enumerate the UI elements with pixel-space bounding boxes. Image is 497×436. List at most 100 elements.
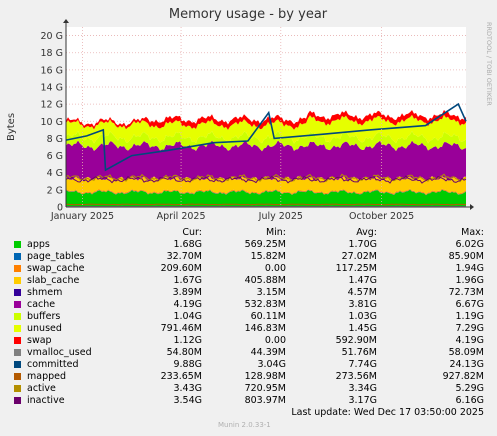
legend-row-cache: cache 4.19G 532.83M 3.81G 6.67G: [0, 299, 497, 311]
memory-chart: Memory usage - by year Bytes RRDTOOL / T…: [6, 7, 493, 222]
legend-swatch: [14, 337, 21, 344]
x-tick-label: October 2025: [349, 211, 414, 222]
legend-max: 927.82M: [442, 371, 484, 382]
legend-cur: 4.19G: [173, 299, 202, 310]
area-apps: [66, 189, 466, 207]
y-tick-label: 14 G: [41, 83, 63, 94]
legend-row-slab-cache: slab_cache 1.67G 405.88M 1.47G 1.96G: [0, 275, 497, 287]
legend-max: 6.67G: [455, 299, 484, 310]
legend-name: cache: [27, 299, 56, 310]
legend-row-apps: apps 1.68G 569.25M 1.70G 6.02G: [0, 239, 497, 251]
header-avg: Avg:: [356, 227, 377, 238]
legend-name: buffers: [27, 311, 61, 322]
legend-name: committed: [27, 359, 79, 370]
legend-cur: 3.54G: [173, 395, 202, 406]
legend-min: 3.04G: [257, 359, 286, 370]
legend-row-swap: swap 1.12G 0.00 592.90M 4.19G: [0, 335, 497, 347]
area-slab-cache: [66, 176, 466, 195]
x-axis-arrow: [470, 204, 474, 210]
legend-avg: 117.25M: [335, 263, 377, 274]
legend-name: swap_cache: [27, 263, 85, 274]
legend-swatch: [14, 253, 21, 260]
legend-min: 803.97M: [244, 395, 286, 406]
y-tick-label: 6 G: [47, 151, 63, 162]
legend-swatch: [14, 289, 21, 296]
legend-min: 44.39M: [250, 347, 286, 358]
legend-avg: 1.47G: [348, 275, 377, 286]
y-tick-label: 10 G: [41, 117, 63, 128]
legend-row-swap-cache: swap_cache 209.60M 0.00 117.25M 1.94G: [0, 263, 497, 275]
x-tick-label: January 2025: [50, 211, 114, 222]
y-tick-label: 8 G: [47, 134, 63, 145]
legend-name: unused: [27, 323, 62, 334]
legend-cur: 9.88G: [173, 359, 202, 370]
header-max: Max:: [461, 227, 484, 238]
legend-cur: 1.12G: [173, 335, 202, 346]
legend-max: 1.96G: [455, 275, 484, 286]
legend-name: swap: [27, 335, 52, 346]
legend-max: 1.94G: [455, 263, 484, 274]
legend-row-buffers: buffers 1.04G 60.11M 1.03G 1.19G: [0, 311, 497, 323]
legend-max: 72.73M: [448, 287, 484, 298]
legend-avg: 3.34G: [348, 383, 377, 394]
legend-min: 532.83M: [244, 299, 286, 310]
legend-swatch: [14, 313, 21, 320]
y-axis-label: Bytes: [6, 113, 17, 141]
munin-version: Munin 2.0.33-1: [218, 421, 271, 429]
legend-min: 3.15M: [256, 287, 286, 298]
legend-swatch: [14, 325, 21, 332]
y-tick-label: 16 G: [41, 65, 63, 76]
legend-avg: 4.57M: [347, 287, 377, 298]
legend-min: 0.00: [264, 263, 286, 274]
legend-min: 15.82M: [250, 251, 286, 262]
legend-name: vmalloc_used: [27, 347, 92, 358]
legend-cur: 233.65M: [160, 371, 202, 382]
legend-avg: 3.81G: [348, 299, 377, 310]
chart-title: Memory usage - by year: [169, 7, 328, 22]
legend-max: 7.29G: [455, 323, 484, 334]
legend-min: 720.95M: [244, 383, 286, 394]
legend-name: mapped: [27, 371, 67, 382]
legend-row-page-tables: page_tables 32.70M 15.82M 27.02M 85.90M: [0, 251, 497, 263]
y-tick-label: 20 G: [41, 31, 63, 42]
legend-swatch: [14, 241, 21, 248]
legend-name: apps: [27, 239, 50, 250]
legend-min: 60.11M: [250, 311, 286, 322]
rrdtool-watermark: RRDTOOL / TOBI OETIKER: [485, 22, 493, 106]
legend-swatch: [14, 397, 21, 404]
legend-cur: 1.67G: [173, 275, 202, 286]
legend-row-unused: unused 791.46M 146.83M 1.45G 7.29G: [0, 323, 497, 335]
legend-max: 5.29G: [455, 383, 484, 394]
legend-avg: 7.74G: [348, 359, 377, 370]
y-tick-label: 12 G: [41, 100, 63, 111]
legend-name: page_tables: [27, 251, 85, 262]
legend-cur: 1.68G: [173, 239, 202, 250]
area-page-tables: [66, 189, 466, 196]
y-tick-label: 18 G: [41, 48, 63, 59]
legend-cur: 3.89M: [172, 287, 202, 298]
x-tick-label: April 2025: [157, 211, 206, 222]
legend-avg: 1.03G: [348, 311, 377, 322]
legend-max: 58.09M: [448, 347, 484, 358]
legend-row-active: active 3.43G 720.95M 3.34G 5.29G: [0, 383, 497, 395]
area-unused: [66, 114, 466, 144]
legend-max: 4.19G: [455, 335, 484, 346]
legend-cur: 791.46M: [160, 323, 202, 334]
y-axis-arrow: [63, 19, 69, 23]
legend-swatch: [14, 277, 21, 284]
x-tick-label: July 2025: [258, 211, 303, 222]
last-update: Last update: Wed Dec 17 03:50:00 2025: [291, 407, 484, 418]
y-tick-label: 0: [57, 203, 63, 214]
legend-row-inactive: inactive 3.54G 803.97M 3.17G 6.16G: [0, 395, 497, 407]
legend-cur: 209.60M: [160, 263, 202, 274]
legend-swatch: [14, 349, 21, 356]
legend-max: 6.02G: [455, 239, 484, 250]
line-active: [65, 173, 467, 183]
legend-swatch: [14, 301, 21, 308]
legend-min: 405.88M: [244, 275, 286, 286]
legend-name: inactive: [27, 395, 65, 406]
legend-swatch: [14, 265, 21, 272]
line-mapped: [65, 203, 467, 206]
legend-name: shmem: [27, 287, 63, 298]
legend-row-vmalloc-used: vmalloc_used 54.80M 44.39M 51.76M 58.09M: [0, 347, 497, 359]
